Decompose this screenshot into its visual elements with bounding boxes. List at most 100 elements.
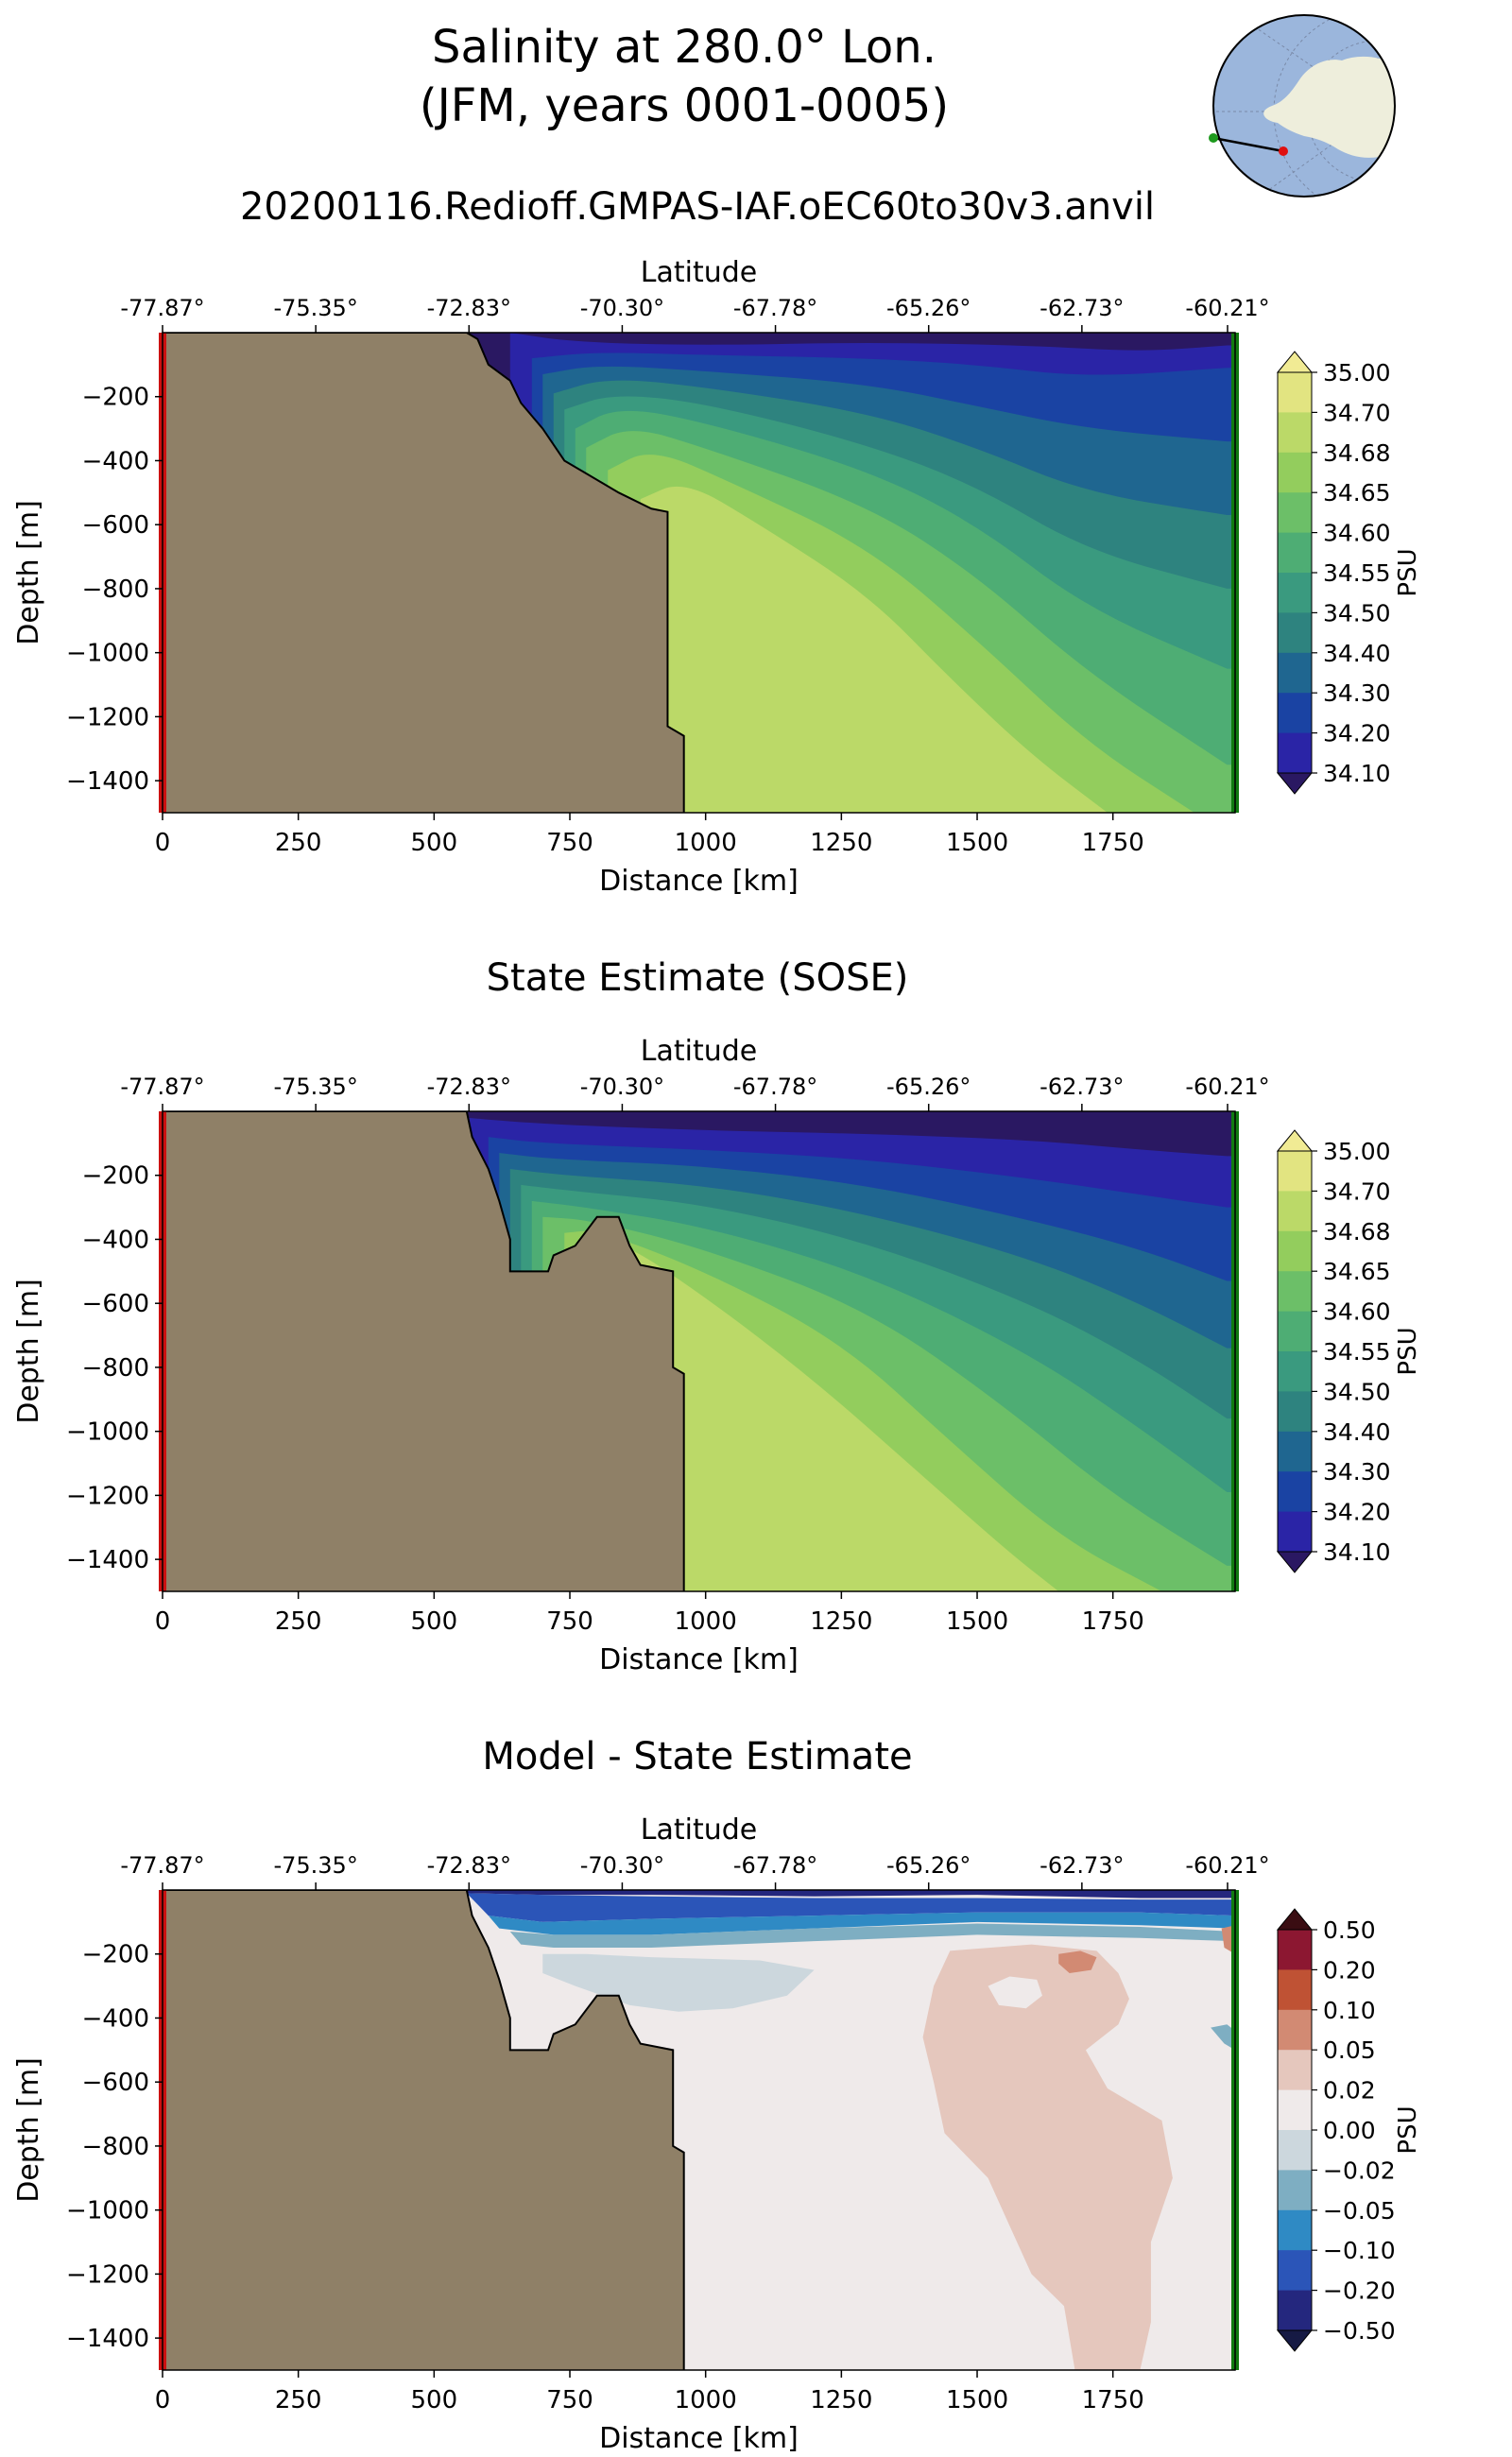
lat-tick-label: -65.26° [886,1074,971,1100]
colorbar-tick-label: 0.05 [1323,2036,1376,2064]
colorbar-segment [1278,732,1312,774]
negative-edge-anomaly [1211,2024,1235,2051]
colorbar-tick-label: 34.70 [1323,1177,1391,1205]
colorbar-segment [1278,2130,1312,2171]
colorbar: 35.00 34.70 34.68 34.65 34.60 34.55 34.50 34.40… [1276,1129,1422,1573]
ytick-label: −200 [82,384,149,412]
colorbar-label: PSU [1394,548,1422,596]
figure-title-line1: Salinity at 280.0° Lon. [432,21,936,74]
colorbar-segment [1278,1311,1312,1352]
axes-frame [162,1110,1236,1592]
colorbar-label: PSU [1394,2105,1422,2154]
panel-model-salinity: 0 250 500 750 1000 1250 1500 1750 Distance [km] -… [12,256,1422,898]
colorbar-tick-label: 34.50 [1323,1378,1391,1405]
plot-area [163,1111,1235,1591]
colorbar-segment [1278,2290,1312,2331]
panel-title: State Estimate (SOSE) [487,956,909,1000]
colorbar-tick-label: 34.20 [1323,1499,1391,1526]
colorbar-extend-top [1276,351,1314,373]
xtick-label: 1750 [1082,1607,1144,1636]
colorbar-segment [1278,652,1312,694]
ytick-label: −1000 [66,2197,149,2225]
ytick-label: −1000 [66,640,149,668]
xtick-label: 1250 [810,1607,872,1636]
colorbar-tick-label: 0.50 [1323,1916,1376,1944]
ytick-label: −200 [82,1941,149,1969]
colorbar-tick-label: 35.00 [1323,1138,1391,1165]
ytick-label: −1400 [66,767,149,796]
xtick-label: 1250 [810,829,872,857]
colorbar-tick-label: 34.50 [1323,599,1391,627]
xtick-label: 0 [155,829,171,857]
ytick-label: −600 [82,1290,149,1318]
colorbar-tick-label: 0.10 [1323,1997,1376,2024]
ytick-label: −1200 [66,1482,149,1510]
axes-frame [162,1889,1236,2371]
colorbar-tick-label: 34.60 [1323,520,1391,547]
colorbar-extend-bottom [1276,2329,1314,2352]
colorbar-segment [1278,1471,1312,1513]
lat-tick-label: -67.78° [733,1074,817,1100]
lat-tick-label: -77.87° [120,1852,204,1879]
panel-sose-salinity: State Estimate (SOSE) 0 250 500 750 1000 1250 1… [12,956,1422,1676]
ytick-label: −600 [82,511,149,540]
colorbar-segment [1278,2009,1312,2051]
colorbar: 0.50 0.20 0.10 0.05 0.02 0.00 −0.02 −0.05 −0.10 −… [1276,1908,1422,2352]
ytick-label: −800 [82,576,149,604]
transect-line [1212,136,1284,153]
lat-tick-label: -70.30° [580,1852,664,1879]
land-bathymetry [163,1890,685,2370]
lat-tick-label: -65.26° [886,295,971,321]
plot-area [163,1890,1235,2370]
land-bathymetry [163,1111,685,1591]
xtick-label: 1500 [946,2386,1008,2414]
lat-tick-label: -62.73° [1040,1852,1124,1879]
colorbar-segment [1278,2089,1312,2131]
colorbar-tick-label: −0.02 [1323,2156,1396,2184]
colorbar-extend-bottom [1276,772,1314,795]
top-axis-label: Latitude [641,1813,757,1847]
colorbar: 35.00 34.70 34.68 34.65 34.60 34.55 34.50 34.40… [1276,351,1422,795]
lat-tick-label: -75.35° [273,1074,357,1100]
xtick-label: 1000 [675,1607,737,1636]
yaxis-label: Depth [m] [12,1279,45,1424]
lat-tick-label: -67.78° [733,1852,817,1879]
colorbar-extend-top [1276,1908,1314,1931]
lat-tick-label: -62.73° [1040,295,1124,321]
lat-tick-label: -72.83° [427,1852,511,1879]
xtick-label: 0 [155,1607,171,1636]
xaxis-label: Distance [km] [599,1643,799,1676]
colorbar-tick-label: 34.40 [1323,1418,1391,1446]
colorbar-segment [1278,1969,1312,2011]
xaxis-label: Distance [km] [599,2422,799,2455]
inset-globe-map [1209,14,1396,198]
colorbar-segment [1278,1151,1312,1192]
panel-title: Model - State Estimate [482,1735,912,1778]
colorbar-tick-label: 34.65 [1323,479,1391,507]
colorbar-tick-label: 34.10 [1323,1538,1391,1566]
colorbar-tick-label: −0.50 [1323,2317,1396,2345]
contour-band-34.68 [586,1242,1235,1591]
xtick-label: 500 [411,2386,458,2414]
colorbar-segment [1278,1431,1312,1472]
colorbar-segment [1278,1511,1312,1553]
xtick-label: 250 [275,829,322,857]
colorbar-segment [1278,2250,1312,2292]
lat-tick-label: -75.35° [273,295,357,321]
xtick-label: 0 [155,2386,171,2414]
colorbar-tick-label: −0.10 [1323,2237,1396,2264]
yaxis-label: Depth [m] [12,2057,45,2203]
positive-anomaly-plume [922,1944,1173,2370]
xtick-label: 250 [275,1607,322,1636]
colorbar-segment [1278,1930,1312,1970]
land-bathymetry [163,333,685,813]
colorbar-segment [1278,612,1312,654]
lat-tick-label: -72.83° [427,295,511,321]
xtick-label: 750 [546,1607,593,1636]
xaxis-label: Distance [km] [599,865,799,898]
colorbar-tick-label: 34.65 [1323,1258,1391,1285]
colorbar-tick-label: −0.05 [1323,2197,1396,2225]
colorbar-tick-label: 34.60 [1323,1298,1391,1326]
lat-tick-label: -70.30° [580,1074,664,1100]
